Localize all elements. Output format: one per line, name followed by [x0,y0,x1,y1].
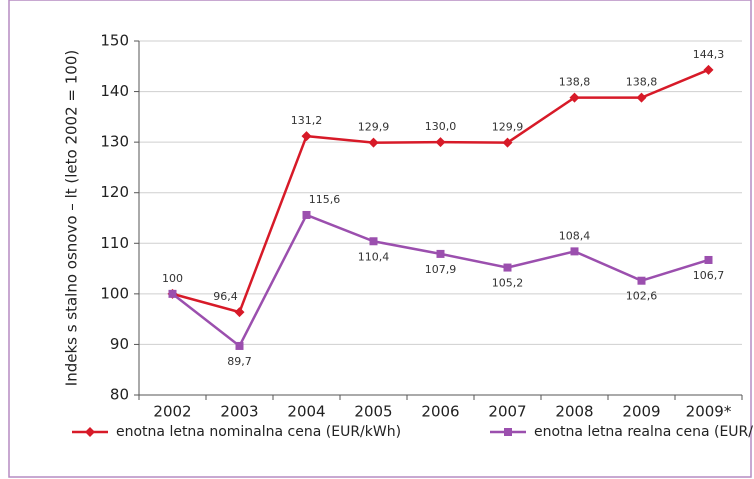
marker [302,210,311,219]
frame [8,0,752,478]
y-tick-label: 100 [100,284,129,302]
value-label: 144,3 [693,48,725,61]
y-tick-label: 120 [100,183,129,201]
marker [502,137,513,148]
marker [436,249,445,258]
value-label: 129,9 [492,121,524,134]
marker [168,289,177,298]
value-label: 131,2 [291,114,323,127]
x-tick-label: 2004 [287,403,325,421]
marker [301,131,312,142]
value-label: 96,4 [213,290,238,303]
legend-marker [85,427,95,437]
y-tick-label: 90 [110,335,129,353]
value-label: 129,9 [358,121,390,134]
x-tick-label: 2003 [220,403,258,421]
marker [637,276,646,285]
y-tick-label: 140 [100,82,129,100]
marker [569,92,580,103]
y-tick-label: 150 [100,32,129,50]
legend-marker [504,428,512,436]
marker [704,255,713,264]
value-label: 108,4 [559,229,591,242]
value-label: 100 [162,272,183,285]
marker [503,263,512,272]
marker [570,247,579,256]
value-label: 102,6 [626,290,658,303]
marker [636,92,647,103]
value-label: 107,9 [425,263,457,276]
y-tick-label: 110 [100,234,129,252]
marker [435,137,446,148]
x-tick-label: 2007 [488,403,526,421]
legend-label: enotna letna nominalna cena (EUR/kWh) [116,424,401,440]
value-label: 130,0 [425,120,457,133]
value-label: 138,8 [559,76,591,89]
marker [703,64,714,75]
value-label: 89,7 [227,355,252,368]
x-tick-label: 2008 [555,403,593,421]
marker [234,307,245,318]
value-label: 138,8 [626,76,658,89]
marker [368,137,379,148]
y-tick-label: 130 [100,133,129,151]
x-tick-label: 2005 [354,403,392,421]
x-tick-label: 2002 [153,403,191,421]
marker [369,237,378,246]
x-tick-label: 2009* [686,403,732,421]
x-tick-label: 2006 [421,403,459,421]
legend-label: enotna letna realna cena (EUR/kWh) [534,424,754,440]
y-tick-label: 80 [110,386,129,404]
value-label: 115,6 [309,193,341,206]
y-axis-title: Indeks s stalno osnovo – lt (leto 2002 =… [63,50,81,386]
value-label: 106,7 [693,269,725,282]
value-label: 105,2 [492,277,524,290]
x-tick-label: 2009 [622,403,660,421]
marker [235,341,244,350]
value-label: 110,4 [358,250,390,263]
